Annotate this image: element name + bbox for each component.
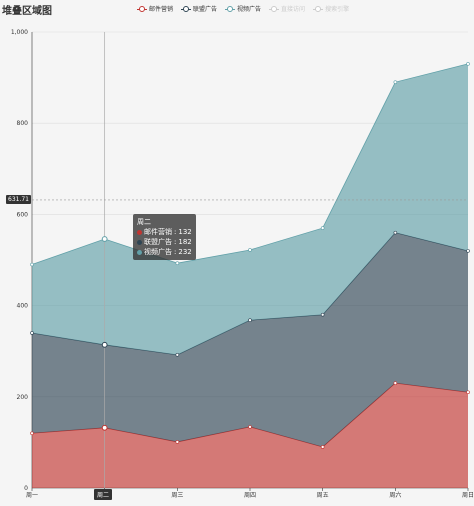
- y-tick-label: 1,000: [11, 29, 28, 36]
- data-point: [320, 445, 325, 449]
- highlight-point: [101, 341, 108, 348]
- x-tick-label: 周四: [244, 492, 256, 499]
- data-point: [466, 249, 470, 253]
- area-2: [32, 232, 468, 447]
- highlight-point: [101, 236, 108, 242]
- legend-mark-icon: [313, 5, 324, 12]
- x-tick-label: 周五: [317, 492, 329, 499]
- data-point: [466, 62, 470, 66]
- tooltip-row: 视频广告: 232: [137, 247, 192, 257]
- data-point: [175, 261, 180, 265]
- series-dot-icon: [137, 249, 142, 255]
- legend-mark-icon: [137, 5, 147, 12]
- tooltip-header: 周二: [137, 218, 151, 226]
- series-dot-icon: [137, 229, 142, 235]
- y-tick-label: 0: [24, 485, 28, 492]
- legend-mark-icon: [225, 5, 236, 12]
- legend-item-direct[interactable]: 直接访问: [269, 4, 305, 13]
- area-3: [32, 63, 468, 355]
- x-tick-label: 周三: [171, 492, 183, 499]
- legend-label: 邮件营销: [149, 6, 174, 13]
- legend-item-email[interactable]: 邮件营销: [137, 4, 173, 13]
- x-tick-label: 周六: [389, 491, 401, 499]
- series-dot-icon: [137, 239, 142, 245]
- tooltip: 周二 邮件营销: 132 联盟广告: 182 视频广告: 232: [133, 214, 196, 260]
- legend-label: 直接访问: [281, 6, 306, 13]
- x-tick-label: 周一: [26, 492, 38, 499]
- legend-mark-icon: [181, 5, 192, 12]
- legend-label: 联盟广告: [193, 6, 218, 13]
- data-point: [248, 248, 252, 252]
- y-pointer-label: 631.71: [6, 195, 31, 204]
- y-tick-label: 600: [17, 211, 29, 218]
- tooltip-label: 邮件营销: [144, 228, 172, 236]
- tooltip-row: 联盟广告: 182: [137, 237, 192, 247]
- y-tick-label: 400: [17, 303, 29, 310]
- tooltip-value: 182: [178, 238, 192, 246]
- legend-item-union[interactable]: 联盟广告: [181, 4, 217, 13]
- data-point: [248, 318, 252, 322]
- data-point: [175, 353, 180, 357]
- legend-item-video[interactable]: 视频广告: [225, 4, 261, 13]
- legend-label: 搜索引擎: [325, 6, 350, 13]
- tooltip-label: 联盟广告: [144, 238, 172, 246]
- y-tick-label: 800: [17, 120, 29, 127]
- tooltip-value: 132: [178, 228, 192, 236]
- y-tick-label: 200: [17, 394, 29, 401]
- data-point: [393, 230, 398, 235]
- data-point: [30, 431, 34, 436]
- highlight-point: [101, 424, 108, 431]
- data-point: [30, 331, 34, 335]
- data-point: [466, 390, 470, 395]
- x-pointer-label: 周二: [94, 489, 113, 500]
- legend: 邮件营销 联盟广告 视频广告 直接访问 搜索引擎: [137, 4, 349, 13]
- legend-mark-icon: [269, 5, 280, 12]
- tooltip-row: 邮件营销: 132: [137, 227, 192, 237]
- chart-title: 堆叠区域图: [2, 6, 52, 17]
- data-point: [320, 312, 325, 317]
- data-point: [175, 440, 180, 444]
- area-1: [32, 383, 468, 488]
- data-point: [248, 425, 252, 429]
- legend-item-search[interactable]: 搜索引擎: [313, 4, 349, 13]
- x-tick-label: 周日: [462, 492, 474, 499]
- data-point: [320, 226, 325, 230]
- tooltip-label: 视频广告: [144, 248, 172, 256]
- tooltip-value: 232: [178, 248, 192, 256]
- data-point: [30, 262, 34, 267]
- data-point: [393, 381, 398, 385]
- data-point: [393, 80, 398, 84]
- legend-label: 视频广告: [237, 6, 262, 13]
